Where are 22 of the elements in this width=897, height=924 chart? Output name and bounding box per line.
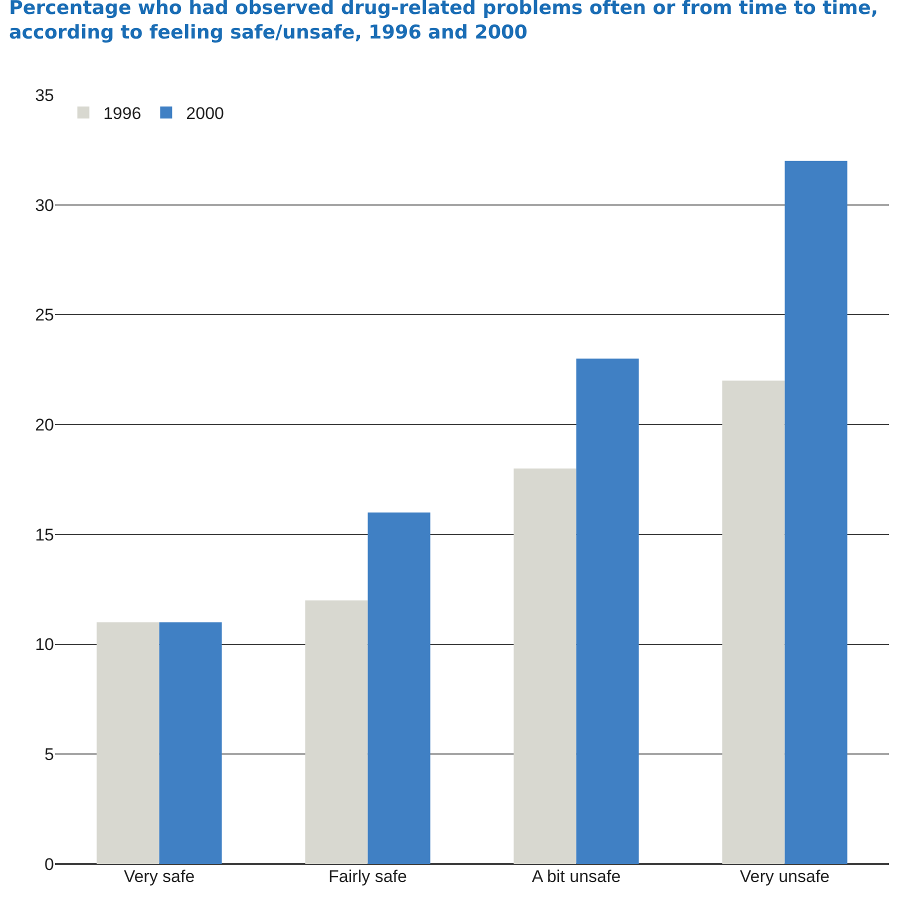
bar (305, 600, 368, 864)
bar (368, 512, 430, 864)
y-tick-label: 5 (44, 745, 54, 764)
bar (722, 380, 785, 864)
bar (514, 468, 576, 864)
y-tick-label: 30 (35, 196, 54, 215)
y-tick-label: 10 (35, 635, 54, 654)
bar (159, 622, 222, 864)
bar (96, 622, 160, 864)
y-tick-label: 15 (35, 525, 54, 544)
y-tick-label: 25 (35, 306, 54, 325)
y-tick-label: 20 (35, 416, 54, 435)
y-tick-label: 35 (35, 86, 54, 105)
y-tick-label: 0 (44, 854, 54, 874)
legend-label: 2000 (186, 104, 224, 124)
bar (784, 160, 848, 864)
x-tick-label: Very unsafe (740, 867, 830, 886)
x-tick-label: A bit unsafe (532, 867, 621, 886)
bar (576, 358, 639, 864)
x-tick-label: Very safe (124, 867, 195, 886)
x-tick-label: Fairly safe (328, 867, 407, 886)
legend-label: 1996 (103, 104, 142, 124)
